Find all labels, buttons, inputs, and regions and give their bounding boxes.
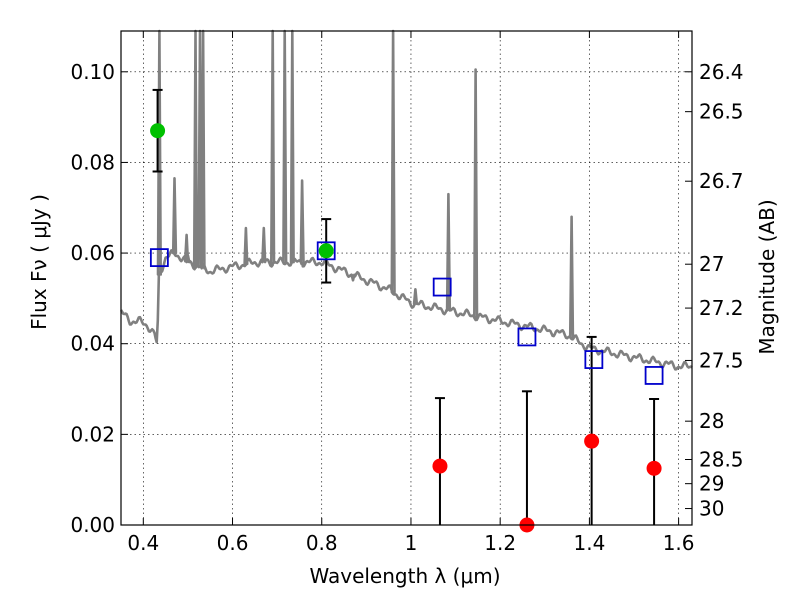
y-tick-label: 0.04 xyxy=(70,332,115,356)
y-tick-label: 0.06 xyxy=(70,241,115,265)
spectrum-layer xyxy=(119,29,693,371)
model-photometry-square xyxy=(149,248,169,268)
y2-tick-label: 30 xyxy=(699,497,724,521)
plot-frame xyxy=(120,30,693,526)
x-tick-label: 0.4 xyxy=(127,531,159,555)
y2-tick-label: 28.5 xyxy=(699,447,744,471)
x-tick-label: 1 xyxy=(405,531,418,555)
x-axis-label: Wavelength λ (μm) xyxy=(309,564,500,588)
model-photometry-square xyxy=(644,366,664,385)
non-detection-point xyxy=(646,460,662,476)
detection-point xyxy=(150,123,166,139)
model-photometry-square xyxy=(584,350,604,369)
model-spectrum-line xyxy=(119,29,693,371)
y-tick-label: 0.00 xyxy=(70,513,115,537)
y2-tick-label: 26.7 xyxy=(699,169,744,193)
y2-tick-label: 26.4 xyxy=(699,60,744,84)
y2-tick-label: 26.5 xyxy=(699,100,744,124)
errorbars xyxy=(152,88,660,525)
y2-tick-label: 27.5 xyxy=(699,348,744,372)
model-photometry-points xyxy=(149,241,664,385)
y-axis: 0.00 0.02 0.04 0.06 0.08 0.10 xyxy=(70,60,128,537)
detection-point xyxy=(318,243,334,259)
y2-tick-label: 27.2 xyxy=(699,296,744,320)
y2-tick-label: 28 xyxy=(699,409,724,433)
y-tick-label: 0.08 xyxy=(70,150,115,174)
y-tick-label: 0.02 xyxy=(70,422,115,446)
y-tick-label: 0.10 xyxy=(70,60,115,84)
x-tick-label: 0.6 xyxy=(217,531,249,555)
x-axis: 0.4 0.6 0.8 1 1.2 1.4 1.6 xyxy=(127,31,695,555)
model-photometry-square xyxy=(517,327,537,347)
y2-tick-label: 27 xyxy=(699,252,724,276)
x-tick-label: 1.2 xyxy=(484,531,516,555)
x-tick-label: 1.6 xyxy=(663,531,695,555)
y2-axis-label: Magnitude (AB) xyxy=(755,199,779,354)
y2-tick-label: 29 xyxy=(699,472,724,496)
non-detection-point xyxy=(432,458,448,474)
x-tick-label: 0.8 xyxy=(306,531,338,555)
y-axis-label: Flux Fν ( μJy ) xyxy=(27,194,51,330)
model-photometry-square xyxy=(432,277,452,297)
x-tick-label: 1.4 xyxy=(573,531,605,555)
non-detection-point xyxy=(584,433,600,449)
grid xyxy=(121,31,692,526)
measurement-points xyxy=(150,123,662,533)
model-photometry-square xyxy=(316,241,336,261)
